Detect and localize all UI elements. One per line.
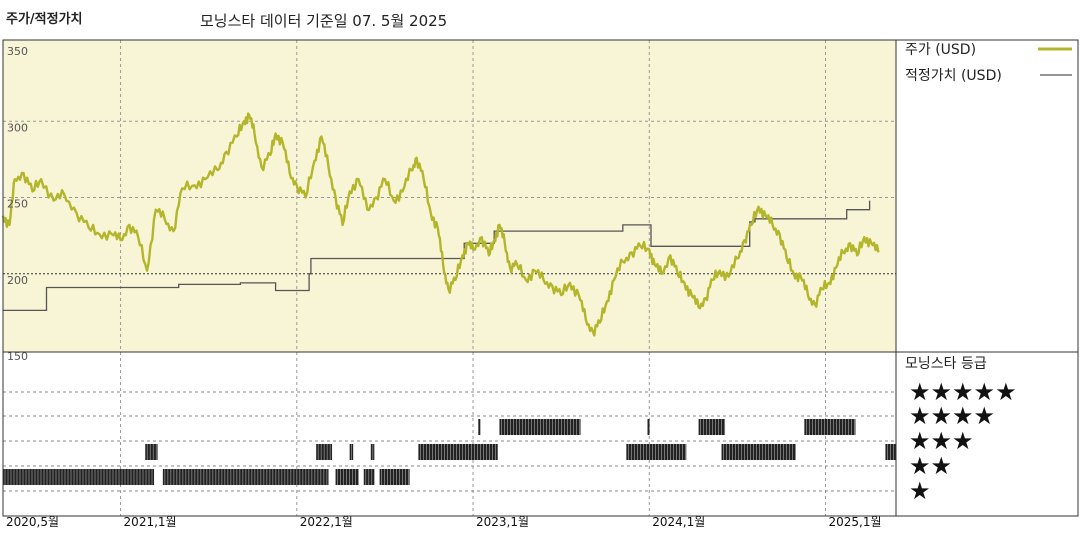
x-tick-label: 2022,1월 — [300, 515, 353, 529]
x-tick-label: 2021,1월 — [124, 515, 177, 529]
rating-segment-2 — [3, 469, 155, 485]
y-tick-label: 150 — [7, 350, 28, 363]
rating-segment-fill — [478, 419, 481, 435]
chart-subtitle: 모닝스타 데이터 기준일 07. 5월 2025 — [200, 12, 448, 30]
price-line — [1, 112, 880, 337]
x-tick-label: 2024,1월 — [652, 515, 705, 529]
rating-segment-fill — [698, 419, 726, 435]
fair-value-line — [3, 200, 871, 312]
rating-segment-4 — [499, 419, 581, 435]
rating-segment-4 — [698, 419, 726, 435]
rating-panel-bg — [3, 352, 896, 515]
chart-title: 주가/적정가치 — [6, 12, 83, 27]
rating-segment-4 — [478, 419, 481, 435]
tick-layer: 350 300 250 200 150 2020,5월 2021,1월 2022,1월 2023… — [6, 45, 882, 529]
star-label-5: ★★★★★ — [909, 378, 1017, 406]
rating-segment-3 — [316, 444, 333, 460]
rating-segment-fill — [647, 419, 650, 435]
rating-segment-2 — [162, 469, 329, 485]
rating-segment-2 — [363, 469, 375, 485]
rating-segment-fill — [499, 419, 581, 435]
rating-segment-4 — [804, 419, 856, 435]
rating-segment-3 — [721, 444, 796, 460]
rating-segment-2 — [379, 469, 410, 485]
rating-segment-3 — [370, 444, 375, 460]
x-tick-label: 2020,5월 — [6, 515, 59, 529]
star-label-2: ★★ — [909, 452, 952, 480]
rating-segment-fill — [335, 469, 359, 485]
star-label-3: ★★★ — [909, 427, 974, 455]
rating-segment-3 — [349, 444, 354, 460]
series-layer — [1, 112, 880, 337]
rating-segment-fill — [721, 444, 796, 460]
rating-segment-3 — [626, 444, 687, 460]
y-tick-label: 250 — [7, 198, 28, 211]
rating-bars — [3, 419, 896, 485]
rating-segment-fill — [379, 469, 410, 485]
rating-segment-3 — [145, 444, 158, 460]
rating-segment-2 — [335, 469, 359, 485]
y-tick-label: 200 — [7, 274, 28, 287]
rating-segment-fill — [626, 444, 687, 460]
y-tick-label: 300 — [7, 121, 28, 134]
x-tick-label: 2023,1월 — [476, 515, 529, 529]
rating-segment-4 — [647, 419, 650, 435]
rating-segment-3 — [885, 444, 896, 460]
legend-fair-label: 적정가치 (USD) — [905, 68, 1002, 84]
rating-segment-fill — [418, 444, 498, 460]
y-tick-label: 350 — [7, 45, 28, 58]
outer-border — [2, 39, 1079, 517]
rating-segment-fill — [145, 444, 158, 460]
legend-price-label: 주가 (USD) — [905, 42, 976, 58]
grid — [3, 40, 896, 516]
legend-rating-title: 모닝스타 등급 — [905, 356, 987, 372]
x-tick-label: 2025,1월 — [829, 515, 882, 529]
star-labels: ★★★★★★★★★★★★★★★ — [909, 378, 1017, 505]
price-panel-bg — [3, 40, 896, 352]
rating-segment-3 — [418, 444, 498, 460]
star-label-4: ★★★★ — [909, 402, 995, 430]
star-label-1: ★ — [909, 477, 931, 505]
